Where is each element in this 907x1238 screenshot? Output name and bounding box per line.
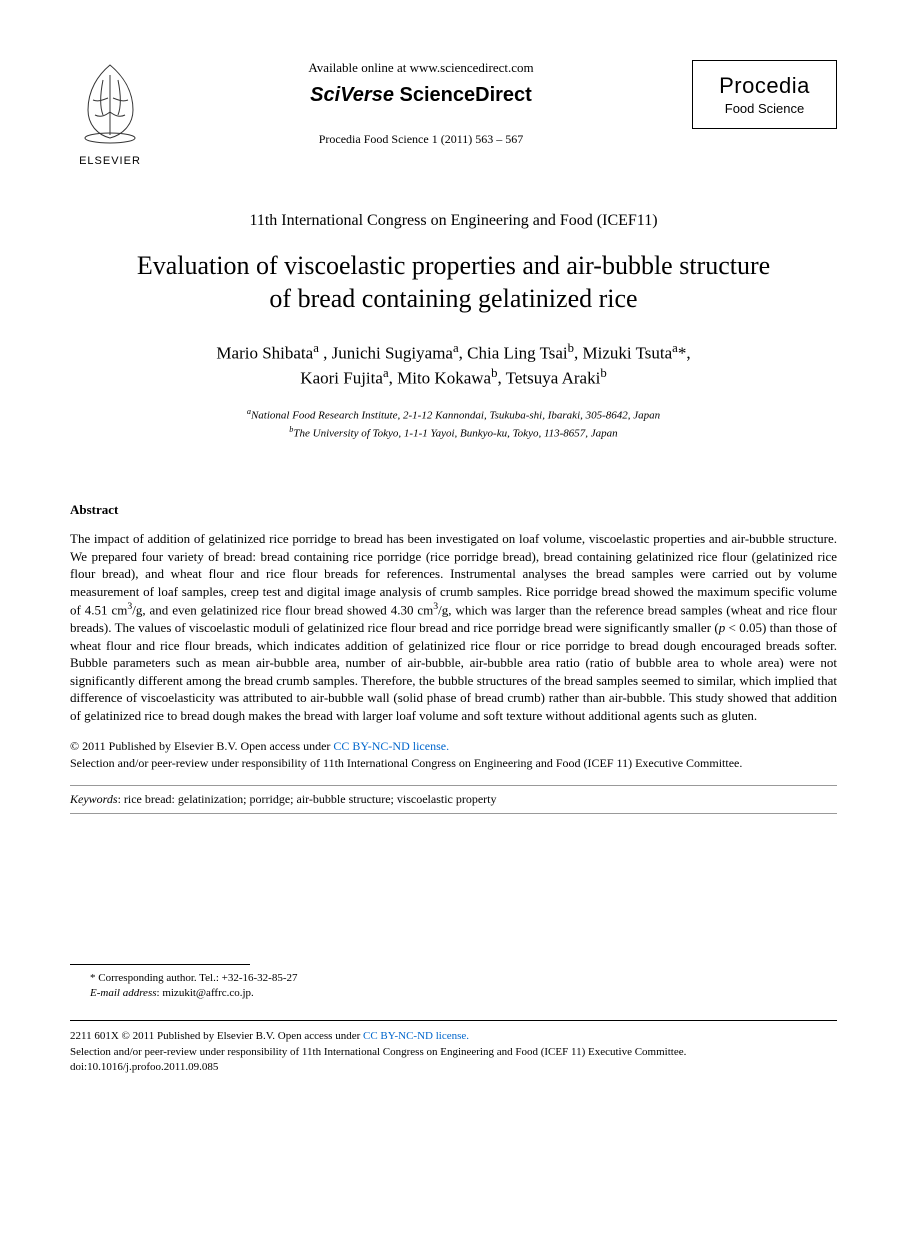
available-online-text: Available online at www.sciencedirect.co…: [170, 60, 672, 76]
journal-logo-box: Procedia Food Science: [692, 60, 837, 129]
journal-subtitle: Food Science: [708, 101, 821, 116]
corresponding-line1: * Corresponding author. Tel.: +32-16-32-…: [90, 971, 837, 986]
license-link[interactable]: CC BY-NC-ND license.: [333, 739, 449, 753]
elsevier-name: ELSEVIER: [70, 155, 150, 167]
abstract-body: The impact of addition of gelatinized ri…: [70, 530, 837, 724]
author-5: Kaori Fujita: [300, 369, 383, 388]
affiliations-block: aNational Food Research Institute, 2-1-1…: [70, 406, 837, 442]
authors-block: Mario Shibataa , Junichi Sugiyamaa, Chia…: [70, 340, 837, 391]
copyright-line2: Selection and/or peer-review under respo…: [70, 756, 742, 770]
sciverse-prefix: SciVerse: [310, 84, 394, 106]
sciverse-main: ScienceDirect: [400, 84, 532, 106]
affil-b-text: The University of Tokyo, 1-1-1 Yayoi, Bu…: [293, 428, 617, 440]
affil-a-text: National Food Research Institute, 2-1-12…: [251, 410, 660, 422]
corresponding-author-block: * Corresponding author. Tel.: +32-16-32-…: [70, 954, 837, 1001]
sep: ,: [686, 344, 690, 363]
title-line-2: of bread containing gelatinized rice: [269, 284, 637, 313]
author-4: Mizuki Tsuta: [583, 344, 673, 363]
footer-line3: doi:10.1016/j.profoo.2011.09.085: [70, 1060, 837, 1075]
keywords-line: Keywords: rice bread: gelatinization; po…: [70, 785, 837, 814]
sep: ,: [497, 369, 505, 388]
author-3: Chia Ling Tsai: [467, 344, 568, 363]
copyright-block: © 2011 Published by Elsevier B.V. Open a…: [70, 738, 837, 770]
sep: ,: [459, 344, 468, 363]
elsevier-logo-block: ELSEVIER: [70, 60, 150, 167]
email-label: E-mail address: [90, 987, 157, 999]
citation-text: Procedia Food Science 1 (2011) 563 – 567: [170, 132, 672, 147]
conference-name: 11th International Congress on Engineeri…: [70, 212, 837, 230]
footer-line2: Selection and/or peer-review under respo…: [70, 1045, 837, 1060]
footer-block: 2211 601X © 2011 Published by Elsevier B…: [70, 1020, 837, 1075]
abstract-p2: /g, and even gelatinized rice flour brea…: [132, 603, 433, 618]
abstract-heading: Abstract: [70, 502, 837, 518]
author-6: Mito Kokawa: [397, 369, 491, 388]
sep: ,: [389, 369, 398, 388]
corresponding-email: E-mail address: mizukit@affrc.co.jp.: [90, 986, 837, 1001]
paper-title: Evaluation of viscoelastic properties an…: [70, 250, 837, 315]
author-2: Junichi Sugiyama: [332, 344, 453, 363]
copyright-line1-pre: © 2011 Published by Elsevier B.V. Open a…: [70, 739, 333, 753]
journal-name: Procedia: [708, 73, 821, 99]
sciverse-logo: SciVerse ScienceDirect: [170, 84, 672, 107]
author-7: Tetsuya Araki: [506, 369, 601, 388]
footer-line1-pre: 2211 601X © 2011 Published by Elsevier B…: [70, 1030, 363, 1042]
footer-license-link[interactable]: CC BY-NC-ND license.: [363, 1030, 469, 1042]
keywords-label: Keywords: [70, 792, 118, 806]
author-7-sup: b: [600, 366, 606, 380]
header-row: ELSEVIER Available online at www.science…: [70, 60, 837, 167]
corresponding-rule: [70, 964, 250, 965]
title-line-1: Evaluation of viscoelastic properties an…: [137, 251, 770, 280]
elsevier-tree-icon: [73, 60, 148, 145]
footer-line1: 2211 601X © 2011 Published by Elsevier B…: [70, 1029, 837, 1044]
keywords-text: : rice bread: gelatinization; porridge; …: [118, 792, 497, 806]
author-1: Mario Shibata: [216, 344, 313, 363]
abstract-p4: < 0.05) than those of wheat flour and ri…: [70, 620, 837, 723]
sep: ,: [574, 344, 583, 363]
email-text: : mizukit@affrc.co.jp.: [157, 987, 254, 999]
center-header: Available online at www.sciencedirect.co…: [150, 60, 692, 147]
sep: ,: [319, 344, 332, 363]
